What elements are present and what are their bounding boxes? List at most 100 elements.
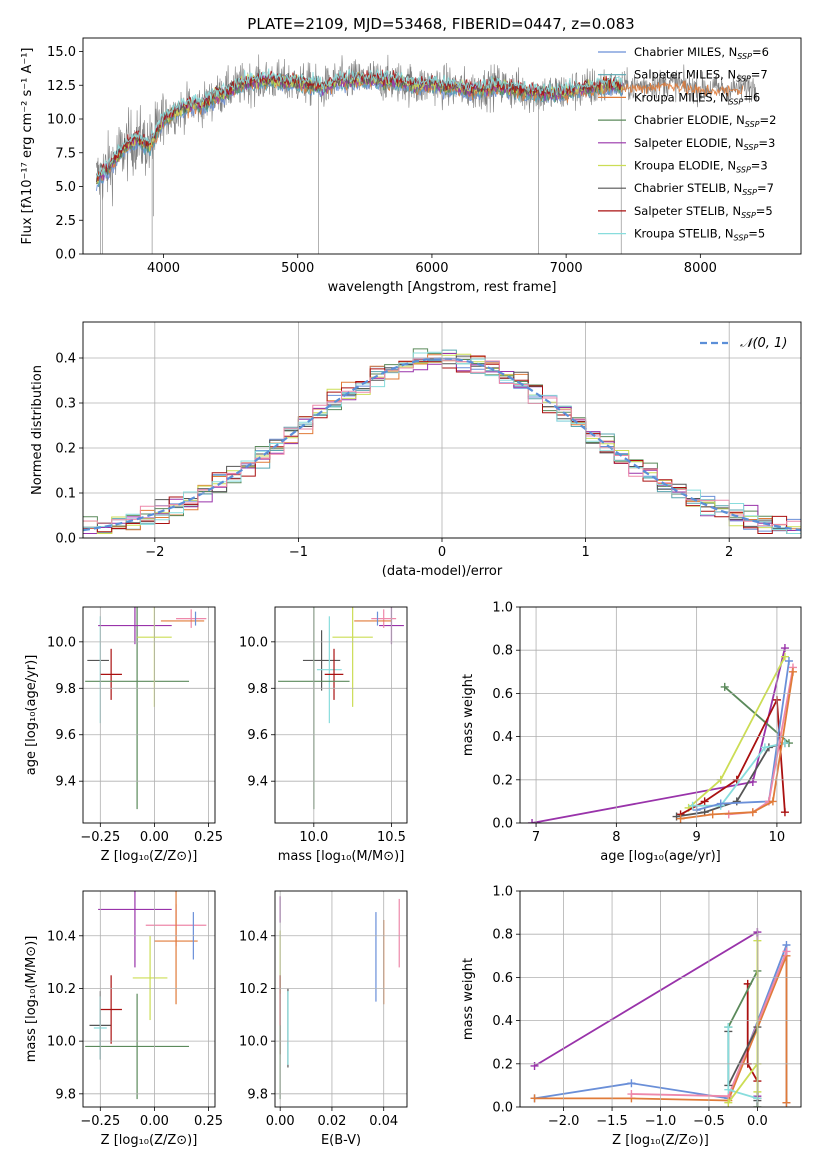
y-tick-label: 0.0 — [492, 1101, 513, 1116]
y-tick-label: 7.5 — [55, 146, 76, 161]
x-axis-label: Z [log₁₀(Z/Z⊙)] — [101, 1133, 198, 1148]
panel-mass-vs-EBV: 0.00 0.02 0.04 9.8 10.0 10.2 10.4 E(B-V) — [239, 890, 408, 1148]
x-axis-label: E(B-V) — [321, 1133, 361, 1148]
x-tick-label: 9 — [692, 830, 700, 845]
legend-entry: Kroupa ELODIE, NSSP=3 — [634, 159, 768, 175]
legend-label: Salpeter ELODIE, N — [634, 136, 744, 150]
series-point — [627, 1090, 636, 1099]
y-tick-label: 0.4 — [492, 1014, 513, 1029]
series-point — [780, 652, 789, 661]
legend-entry: Chabrier MILES, NSSP=6 — [634, 45, 769, 61]
series-point — [782, 1098, 791, 1107]
y-tick-label: 10.0 — [47, 113, 76, 128]
y-tick-label: 9.4 — [247, 775, 268, 790]
x-tick-label: 6000 — [415, 261, 448, 276]
x-tick-label: 10 — [769, 830, 786, 845]
y-axis-label: mass weight — [461, 958, 476, 1040]
series-point — [732, 797, 741, 806]
legend-tail: =7 — [751, 68, 768, 82]
legend-label: Kroupa MILES, N — [634, 90, 729, 104]
series-point — [748, 808, 757, 817]
series-point — [768, 797, 777, 806]
error-cross — [98, 891, 172, 968]
series-point — [760, 743, 769, 752]
series-point — [530, 1061, 539, 1070]
legend-tail: =5 — [748, 227, 765, 241]
x-tick-label: −1.5 — [596, 1114, 628, 1129]
y-tick-label: 9.8 — [55, 682, 76, 697]
series-point — [528, 819, 537, 823]
x-tick-label: 10.0 — [299, 830, 328, 845]
x-tick-label: 4000 — [147, 261, 180, 276]
legend-tail: =3 — [751, 159, 768, 173]
panel-mass-vs-Z: −0.25 0.00 0.25 9.8 10.0 10.2 10.4 Z [log₁₀(Z/Z… — [24, 890, 223, 1148]
legend-entry: Salpeter MILES, NSSP=7 — [634, 68, 768, 84]
y-axis-label: mass [log₁₀(M/M⊙)] — [24, 936, 39, 1063]
legend-entry: Chabrier ELODIE, NSSP=2 — [634, 113, 776, 129]
x-tick-label: 1 — [581, 545, 589, 560]
series-point — [782, 947, 791, 956]
x-tick-label: 0.25 — [194, 1114, 223, 1129]
x-tick-label: 7 — [532, 830, 540, 845]
y-tick-label: 10.0 — [47, 635, 76, 650]
x-tick-label: 0.00 — [266, 1114, 295, 1129]
y-tick-label: 0.6 — [492, 971, 513, 986]
x-axis-label: age [log₁₀(age/yr)] — [600, 849, 721, 864]
legend-label: Kroupa ELODIE, N — [634, 159, 736, 173]
x-tick-label: 0.00 — [140, 1114, 169, 1129]
y-tick-label: 12.5 — [47, 79, 76, 94]
figure-title: PLATE=2109, MJD=53468, FIBERID=0447, z=0… — [247, 15, 634, 33]
x-tick-label: −2.0 — [548, 1114, 580, 1129]
plot-area — [279, 896, 400, 1100]
legend-label: Kroupa STELIB, N — [634, 227, 734, 241]
series-point — [530, 1094, 539, 1103]
legend-subscript: SSP — [736, 166, 751, 175]
legend-entry: Chabrier STELIB, NSSP=7 — [634, 181, 774, 197]
y-tick-label: 0.2 — [492, 1057, 513, 1072]
legend-tail: =7 — [757, 181, 774, 195]
series-point — [724, 1023, 733, 1032]
x-tick-label: 0.25 — [194, 830, 223, 845]
y-tick-label: 0.0 — [492, 817, 513, 832]
x-tick-label: −2 — [145, 545, 164, 560]
legend-label: Chabrier MILES, N — [634, 45, 737, 59]
legend-entry: Salpeter ELODIE, NSSP=3 — [634, 136, 775, 152]
x-axis-label: (data-model)/error — [382, 564, 503, 579]
x-tick-label: 8 — [612, 830, 620, 845]
error-cross — [100, 648, 122, 700]
series-line — [696, 660, 790, 811]
error-cross — [100, 975, 122, 1044]
y-tick-label: 2.5 — [55, 214, 76, 229]
axes-frame — [82, 606, 216, 824]
plot-area — [528, 644, 797, 823]
legend-tail: =5 — [756, 204, 773, 218]
x-tick-label: 2 — [725, 545, 733, 560]
y-tick-label: 9.8 — [247, 682, 268, 697]
legend-label: Salpeter MILES, N — [634, 68, 736, 82]
error-cross — [316, 616, 342, 724]
legend-tail: =6 — [743, 90, 760, 104]
y-axis-label: age [log₁₀(age/yr)] — [24, 655, 39, 776]
x-tick-label: −1 — [289, 545, 308, 560]
x-axis-label: Z [log₁₀(Z/Z⊙)] — [101, 849, 198, 864]
y-tick-label: 9.4 — [55, 775, 76, 790]
axes-frame — [274, 606, 408, 824]
x-tick-label: 8000 — [684, 261, 717, 276]
y-tick-label: 9.8 — [55, 1087, 76, 1102]
series-point — [720, 682, 729, 691]
x-tick-label: 0.00 — [140, 830, 169, 845]
error-cross — [176, 609, 207, 628]
series-point — [780, 808, 789, 817]
x-axis-label: Z [log₁₀(Z/Z⊙)] — [612, 1133, 709, 1148]
legend-subscript: SSP — [745, 120, 760, 129]
series-point — [708, 810, 717, 819]
series-point — [700, 797, 709, 806]
panel-massweight-vs-Z: −2.0 −1.5 −1.0 −0.5 0.0 0.0 0.2 0.4 0.6 0.8 1.0 Z [… — [461, 885, 802, 1148]
model-spectrum-line — [95, 68, 623, 178]
axes-frame — [519, 890, 802, 1108]
y-tick-label: 1.0 — [492, 885, 513, 900]
series-line — [534, 930, 759, 1097]
y-tick-label: 0.2 — [55, 442, 76, 457]
residuals-legend: 𝒩(0, 1) — [700, 336, 787, 351]
